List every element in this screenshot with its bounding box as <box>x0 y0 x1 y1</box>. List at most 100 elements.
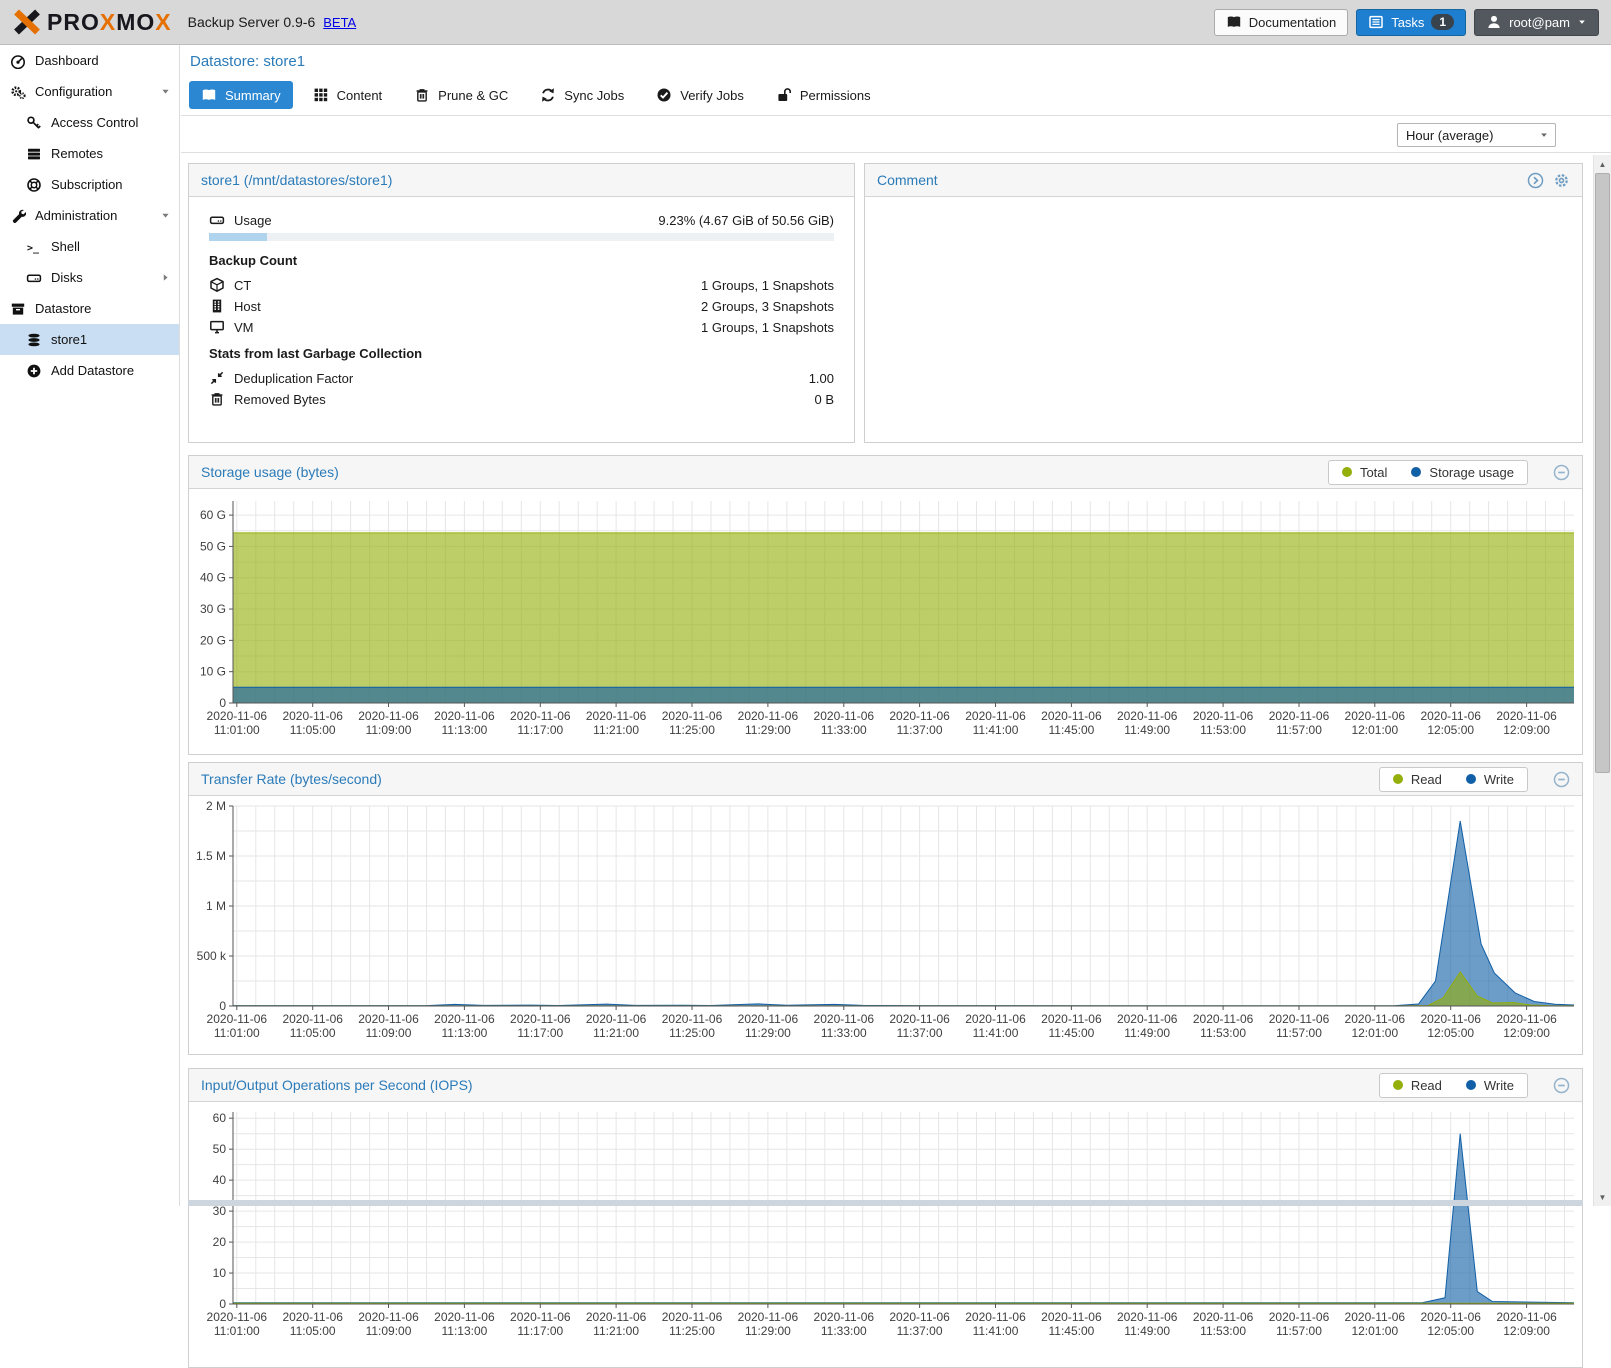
tab-prune-gc[interactable]: Prune & GC <box>402 81 520 109</box>
tab-label: Verify Jobs <box>680 87 744 103</box>
svg-text:2020-11-06: 2020-11-06 <box>814 709 875 723</box>
stat-label: Host <box>234 298 261 314</box>
sidebar-item-store1[interactable]: store1 <box>0 324 179 355</box>
legend-item-total[interactable]: Total <box>1341 465 1387 480</box>
sidebar-item-label: Subscription <box>51 177 123 192</box>
svg-text:0: 0 <box>219 696 226 710</box>
sidebar-item-administration[interactable]: Administration <box>0 200 179 231</box>
svg-text:2020-11-06: 2020-11-06 <box>586 1012 647 1026</box>
stat-label: CT <box>234 277 252 293</box>
stat-row-vm: VM 1 Groups, 1 Snapshots <box>209 319 834 335</box>
legend-item-write[interactable]: Write <box>1465 771 1514 787</box>
legend-item-read[interactable]: Read <box>1392 772 1442 787</box>
svg-text:11:57:00: 11:57:00 <box>1276 723 1322 737</box>
sidebar-item-disks[interactable]: Disks <box>0 262 179 293</box>
tab-verify-jobs[interactable]: Verify Jobs <box>644 81 756 109</box>
sidebar-item-configuration[interactable]: Configuration <box>0 76 179 107</box>
collapse-chart-icon[interactable] <box>1553 1077 1570 1094</box>
svg-text:2020-11-06: 2020-11-06 <box>1345 1012 1406 1026</box>
sidebar-item-dashboard[interactable]: Dashboard <box>0 45 179 76</box>
gears-icon <box>10 84 26 100</box>
svg-text:2020-11-06: 2020-11-06 <box>1193 1012 1254 1026</box>
chevron-down-icon <box>160 210 171 221</box>
tab-sync-jobs[interactable]: Sync Jobs <box>528 81 636 109</box>
svg-text:12:01:00: 12:01:00 <box>1351 1026 1398 1040</box>
scroll-up-arrow[interactable]: ▲ <box>1598 159 1607 169</box>
beta-link[interactable]: BETA <box>323 14 357 30</box>
svg-text:11:53:00: 11:53:00 <box>1200 1026 1246 1040</box>
svg-text:2020-11-06: 2020-11-06 <box>282 1012 343 1026</box>
datastore-summary-panel: store1 (/mnt/datastores/store1) Usage 9.… <box>188 163 855 443</box>
svg-text:11:05:00: 11:05:00 <box>290 1026 336 1040</box>
svg-text:11:37:00: 11:37:00 <box>897 1026 943 1040</box>
svg-text:2020-11-06: 2020-11-06 <box>1420 1012 1481 1026</box>
legend-dot <box>1465 1080 1476 1090</box>
backup-count-heading: Backup Count <box>209 253 298 268</box>
scroll-down-arrow[interactable]: ▼ <box>1598 1192 1607 1202</box>
stat-label: Removed Bytes <box>234 391 326 407</box>
user-menu-button[interactable]: root@pam <box>1474 8 1599 36</box>
legend-item-read[interactable]: Read <box>1392 1077 1442 1093</box>
chart-title: Transfer Rate (bytes/second) <box>201 771 382 787</box>
legend-item-write[interactable]: Write <box>1465 1078 1514 1093</box>
collapse-chart-icon[interactable] <box>1553 464 1570 481</box>
sidebar-item-shell[interactable]: >_ Shell <box>0 231 179 262</box>
legend-label: Read <box>1410 1077 1442 1093</box>
comment-body[interactable] <box>865 197 1582 212</box>
scrollbar-thumb[interactable] <box>1595 173 1610 773</box>
svg-text:2020-11-06: 2020-11-06 <box>358 709 419 723</box>
chart-legend: Total Storage usage <box>1327 459 1528 485</box>
legend-dot <box>1341 467 1352 477</box>
chevron-down-icon <box>160 86 171 97</box>
chart-title: Storage usage (bytes) <box>201 464 339 480</box>
tab-permissions[interactable]: Permissions <box>764 81 883 109</box>
stat-row-host: Host 2 Groups, 3 Snapshots <box>209 298 834 314</box>
svg-text:11:13:00: 11:13:00 <box>441 1026 487 1040</box>
stat-value: 2 Groups, 3 Snapshots <box>701 298 834 314</box>
svg-text:2020-11-06: 2020-11-06 <box>1345 1310 1406 1324</box>
svg-text:11:13:00: 11:13:00 <box>441 723 487 737</box>
sidebar-item-add-datastore[interactable]: Add Datastore <box>0 355 179 386</box>
submit-comment-icon[interactable] <box>1527 172 1544 189</box>
trash-icon <box>209 391 225 407</box>
svg-text:2020-11-06: 2020-11-06 <box>662 709 723 723</box>
timerange-select[interactable]: Hour (average) <box>1397 123 1556 147</box>
hdd-icon <box>26 270 42 286</box>
sidebar-item-label: Dashboard <box>35 53 99 68</box>
sidebar-nav: Dashboard Configuration Access Control Remo… <box>0 45 180 1206</box>
svg-text:11:21:00: 11:21:00 <box>593 1324 639 1338</box>
sidebar-item-access-control[interactable]: Access Control <box>0 107 179 138</box>
svg-text:11:37:00: 11:37:00 <box>897 723 943 737</box>
collapse-chart-icon[interactable] <box>1553 771 1570 788</box>
viewport-clip-strip <box>188 1200 1583 1206</box>
tab-summary[interactable]: Summary <box>189 81 293 109</box>
svg-text:11:17:00: 11:17:00 <box>517 1026 563 1040</box>
vertical-scrollbar[interactable]: ▲ ▼ <box>1593 155 1611 1206</box>
tasks-button[interactable]: Tasks 1 <box>1356 8 1467 36</box>
iops-chart: 01020304050602020-11-0611:01:002020-11-0… <box>207 1111 1575 1338</box>
svg-text:20 G: 20 G <box>200 633 226 647</box>
archive-icon <box>10 301 26 317</box>
svg-text:2020-11-06: 2020-11-06 <box>586 709 647 723</box>
svg-text:11:45:00: 11:45:00 <box>1048 723 1094 737</box>
panel-header: Transfer Rate (bytes/second) Read Write <box>189 763 1582 796</box>
server-icon <box>26 146 42 162</box>
tab-label: Content <box>336 87 383 103</box>
documentation-button[interactable]: Documentation <box>1213 8 1349 36</box>
sidebar-item-remotes[interactable]: Remotes <box>0 138 179 169</box>
sync-icon <box>540 87 556 103</box>
legend-item-storage-usage[interactable]: Storage usage <box>1411 465 1514 480</box>
sidebar-item-subscription[interactable]: Subscription <box>0 169 179 200</box>
svg-text:11:21:00: 11:21:00 <box>593 1026 639 1040</box>
tab-content[interactable]: Content <box>301 81 395 109</box>
sidebar-item-datastore[interactable]: Datastore <box>0 293 179 324</box>
svg-text:2020-11-06: 2020-11-06 <box>207 1012 268 1026</box>
svg-text:11:49:00: 11:49:00 <box>1124 1324 1170 1338</box>
svg-text:2020-11-06: 2020-11-06 <box>1269 709 1330 723</box>
stat-label: VM <box>234 319 254 335</box>
svg-text:60 G: 60 G <box>200 508 226 522</box>
gear-icon[interactable] <box>1553 172 1570 189</box>
panel-title: Comment <box>877 172 938 188</box>
legend-label: Write <box>1483 771 1514 787</box>
hdd-icon <box>209 212 225 228</box>
